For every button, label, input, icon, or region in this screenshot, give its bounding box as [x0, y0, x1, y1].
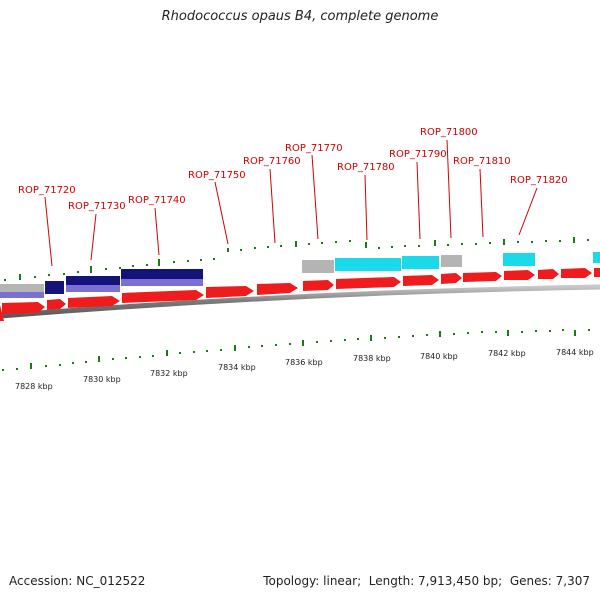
- kbp-label: 7830 kbp: [83, 375, 121, 384]
- reverse-strand-genes: [0, 252, 600, 298]
- gene-navy-2: [121, 269, 203, 279]
- gene-label: ROP_71810: [453, 156, 511, 167]
- outer-tick-ring: [4, 237, 589, 281]
- gene-arrow: [303, 280, 334, 291]
- gene-arrow: [47, 299, 66, 310]
- gene-lavender-1: [66, 285, 120, 292]
- gene-lavender-left: [0, 292, 44, 298]
- gene-label-leaders: [44, 139, 538, 267]
- gene-arrow: [594, 268, 600, 277]
- gene-cyan-1: [335, 258, 401, 271]
- kbp-label: 7844 kbp: [556, 348, 594, 357]
- gene-labels: ROP_71720 ROP_71730 ROP_71740 ROP_71750 …: [18, 127, 568, 212]
- gene-arrow: [561, 268, 592, 278]
- forward-strand-genes: [0, 268, 600, 321]
- genes-count-label: Genes: 7,307: [509, 574, 590, 588]
- gene-arrow: [68, 296, 120, 308]
- accession-label: Accession: NC_012522: [9, 574, 146, 588]
- kbp-scale-labels: 7828 kbp 7830 kbp 7832 kbp 7834 kbp 7836…: [15, 348, 594, 391]
- gene-cyan-3: [503, 253, 535, 266]
- gene-arrow: [538, 269, 559, 279]
- gene-arrow: [257, 283, 298, 295]
- genome-title: Rhodococcus opaus B4, complete genome: [161, 9, 439, 24]
- topology-label: Topology: linear;: [263, 574, 365, 588]
- gene-label: ROP_71820: [510, 175, 568, 186]
- kbp-label: 7832 kbp: [150, 369, 188, 378]
- kbp-label: 7828 kbp: [15, 382, 53, 391]
- gene-arrow: [403, 275, 439, 286]
- gene-cyan-4: [593, 252, 600, 263]
- gene-label: ROP_71740: [128, 195, 186, 206]
- gene-arrow: [441, 273, 462, 284]
- gene-label: ROP_71800: [420, 127, 478, 138]
- gene-arrow: [504, 270, 535, 280]
- kbp-label: 7840 kbp: [420, 352, 458, 361]
- gene-arrow: [336, 277, 401, 289]
- gene-label: ROP_71750: [188, 170, 246, 181]
- gene-label: ROP_71720: [18, 185, 76, 196]
- gene-gray-1: [302, 260, 334, 273]
- gene-gray-2: [441, 255, 462, 267]
- inner-tick-ring: [2, 329, 590, 371]
- gene-arrow: [122, 290, 204, 303]
- gene-arrow: [463, 272, 502, 282]
- gene-cyan-2: [402, 256, 439, 269]
- gene-navy-1: [66, 276, 120, 285]
- kbp-label: 7834 kbp: [218, 363, 256, 372]
- gene-arrow: [206, 286, 254, 298]
- gene-label: ROP_71780: [337, 162, 395, 173]
- gene-label: ROP_71730: [68, 201, 126, 212]
- gene-navy-left-small: [45, 281, 64, 294]
- kbp-label: 7836 kbp: [285, 358, 323, 367]
- genome-stats: Topology: linear; Length: 7,913,450 bp; …: [263, 574, 590, 588]
- gene-label: ROP_71760: [243, 156, 301, 167]
- gene-gray-left: [0, 284, 44, 292]
- gene-arrow: [2, 302, 45, 314]
- gene-label: ROP_71770: [285, 143, 343, 154]
- gene-label: ROP_71790: [389, 149, 447, 160]
- length-label: Length: 7,913,450 bp;: [368, 574, 507, 588]
- gene-lavender-2: [121, 279, 203, 286]
- genome-backbone: [0, 284, 600, 319]
- kbp-label: 7842 kbp: [488, 349, 526, 358]
- kbp-label: 7838 kbp: [353, 354, 391, 363]
